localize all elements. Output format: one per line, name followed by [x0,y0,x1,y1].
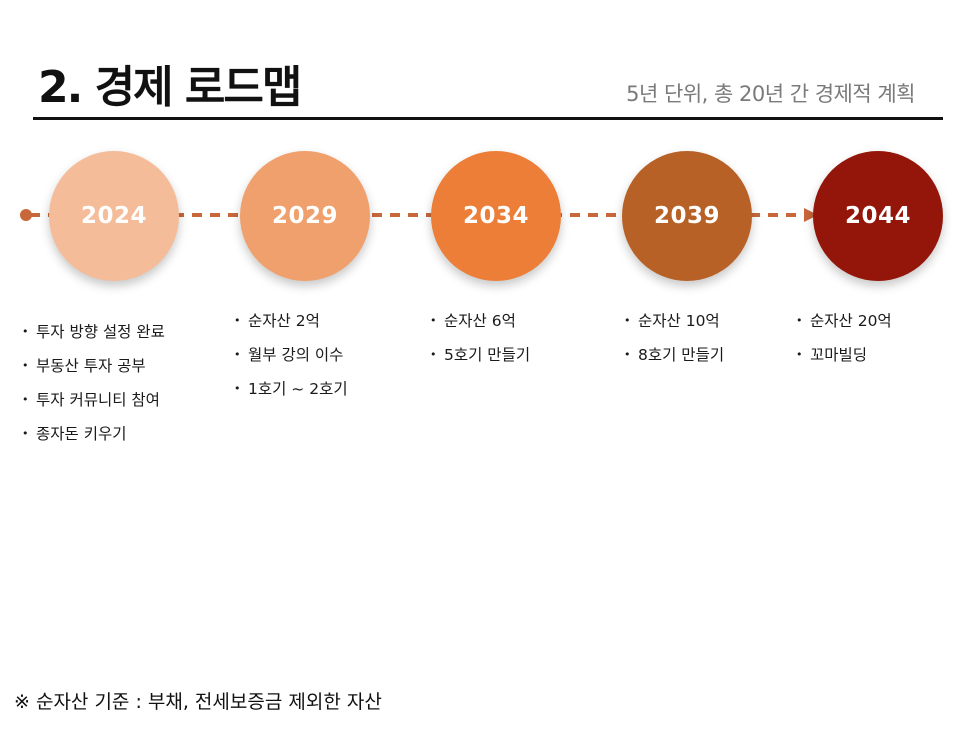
milestone-2044-goals: 순자산 20억 꼬마빌딩 [796,304,892,372]
milestone-2024-goals: 투자 방향 설정 완료 부동산 투자 공부 투자 커뮤니티 참여 종자돈 키우기 [22,315,165,451]
goal-item: 꼬마빌딩 [796,338,892,372]
goal-item: 월부 강의 이수 [234,338,348,372]
goal-item: 순자산 2억 [234,304,348,338]
footnote: ※ 순자산 기준 : 부채, 전세보증금 제외한 자산 [14,691,382,713]
goal-item: 투자 커뮤니티 참여 [22,383,165,417]
milestone-2044-year: 2044 [844,203,911,229]
milestone-2044-circle: 2044 [813,151,943,281]
goal-item: 부동산 투자 공부 [22,349,165,383]
goal-item: 순자산 6억 [430,304,530,338]
milestone-2029-goals: 순자산 2억 월부 강의 이수 1호기 ~ 2호기 [234,304,348,406]
milestone-2029-circle: 2029 [240,151,370,281]
goal-item: 1호기 ~ 2호기 [234,372,348,406]
milestone-2034-goals: 순자산 6억 5호기 만들기 [430,304,530,372]
timeline-arrowhead [804,208,818,222]
page-title: 2. 경제 로드맵 [38,62,302,113]
milestone-2024-circle: 2024 [49,151,179,281]
milestone-2034-year: 2034 [462,203,529,229]
timeline-start-dot [20,209,32,221]
goal-item: 투자 방향 설정 완료 [22,315,165,349]
goal-item: 5호기 만들기 [430,338,530,372]
milestone-2039-goals: 순자산 10억 8호기 만들기 [624,304,724,372]
goal-item: 종자돈 키우기 [22,417,165,451]
milestone-2024-year: 2024 [80,203,147,229]
goal-item: 순자산 20억 [796,304,892,338]
goal-item: 8호기 만들기 [624,338,724,372]
milestone-2034-circle: 2034 [431,151,561,281]
goal-item: 순자산 10억 [624,304,724,338]
page-subtitle: 5년 단위, 총 20년 간 경제적 계획 [626,82,915,106]
milestone-2039-year: 2039 [653,203,720,229]
title-divider [33,117,943,120]
milestone-2039-circle: 2039 [622,151,752,281]
milestone-2029-year: 2029 [271,203,338,229]
